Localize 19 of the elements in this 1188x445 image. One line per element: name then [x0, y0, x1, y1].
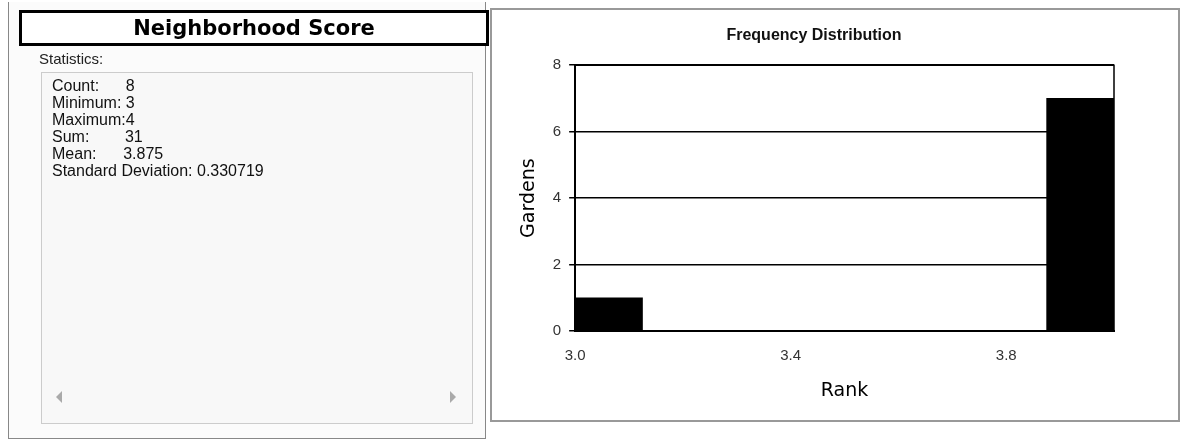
x-tick-label: 3.8	[995, 346, 1017, 364]
text: Standard Deviation: 0.330719	[52, 162, 265, 179]
y-tick-label: 6	[552, 121, 562, 139]
x-axis-title: Rank	[820, 377, 869, 400]
text: Sum: 31	[52, 128, 144, 145]
y-tick-label: 4	[552, 188, 562, 206]
y-tick-label: 0	[552, 321, 562, 339]
text: Neighborhood Score	[19, 10, 489, 46]
x-tick-label: 3.0	[564, 346, 586, 364]
y-tick-label: 8	[552, 55, 562, 73]
text: Count: 8	[52, 77, 136, 94]
x-tick-label: 3.4	[780, 346, 802, 364]
y-tick-label: 2	[552, 254, 562, 272]
text: Mean: 3.875	[52, 145, 165, 162]
text: Maximum:4	[52, 111, 136, 128]
y-axis-title: Gardens	[516, 158, 539, 238]
text: Statistics:	[39, 50, 104, 67]
text: Minimum: 3	[52, 94, 136, 111]
chart-title: Frequency Distribution	[726, 26, 902, 44]
